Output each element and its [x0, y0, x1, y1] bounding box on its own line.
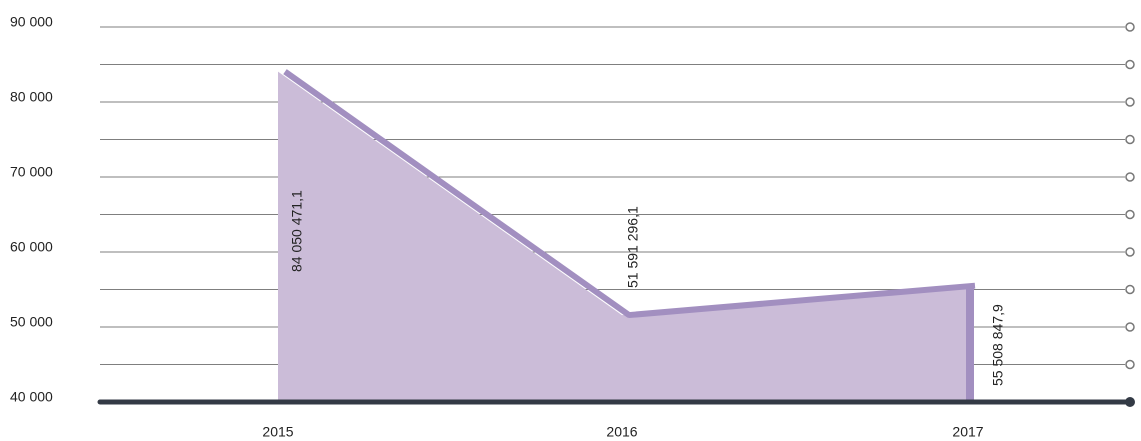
y-tick-label: 50 000 — [10, 314, 53, 330]
value-label: 84 050 471,1 — [289, 190, 305, 272]
value-label: 51 591 296,1 — [625, 206, 641, 288]
y-tick-label: 90 000 — [10, 14, 53, 30]
y-tick-label: 70 000 — [10, 164, 53, 180]
grid-end-marker — [1125, 284, 1135, 295]
grid-end-marker — [1125, 172, 1135, 182]
grid-end-marker — [1125, 134, 1135, 145]
grid-end-marker — [1125, 322, 1135, 332]
grid-end-marker — [1125, 359, 1135, 370]
area-side — [966, 285, 974, 402]
x-tick-label: 2015 — [262, 424, 293, 440]
grid-end-marker — [1125, 59, 1135, 70]
x-tick-label: 2017 — [952, 424, 983, 440]
grid-end-marker — [1125, 97, 1135, 107]
grid-end-marker — [1125, 22, 1135, 32]
x-axis-end — [1125, 397, 1135, 407]
y-tick-label: 80 000 — [10, 89, 53, 105]
grid-end-marker — [1125, 247, 1135, 257]
grid-end-marker — [1125, 209, 1135, 220]
value-label: 55 508 847,9 — [990, 304, 1006, 386]
y-tick-label: 40 000 — [10, 389, 53, 405]
y-tick-label: 60 000 — [10, 239, 53, 255]
x-tick-label: 2016 — [606, 424, 637, 440]
area-edge — [283, 69, 976, 319]
area — [278, 71, 968, 403]
